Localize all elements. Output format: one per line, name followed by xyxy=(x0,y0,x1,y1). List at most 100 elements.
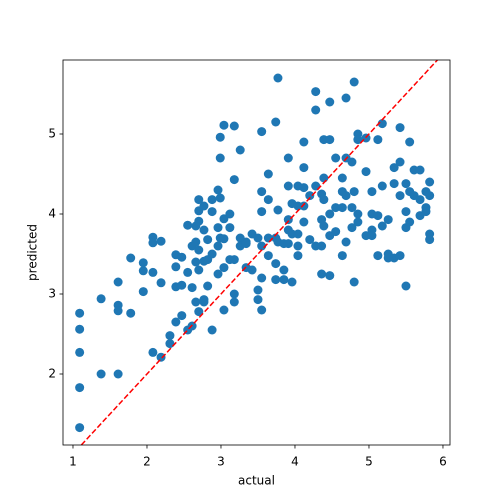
point xyxy=(156,352,166,362)
point xyxy=(337,251,347,261)
point xyxy=(279,275,289,285)
point xyxy=(75,324,85,334)
point xyxy=(373,251,383,261)
point xyxy=(405,217,415,227)
point xyxy=(156,236,166,246)
point xyxy=(207,195,217,205)
point xyxy=(271,259,281,269)
point xyxy=(319,173,329,183)
point xyxy=(325,209,335,219)
point xyxy=(299,163,309,173)
point xyxy=(213,223,223,233)
point xyxy=(421,207,431,217)
point xyxy=(325,135,335,145)
point xyxy=(337,173,347,183)
point xyxy=(401,179,411,189)
point xyxy=(199,201,209,211)
point xyxy=(96,294,106,304)
point xyxy=(257,273,267,283)
point xyxy=(331,203,341,213)
y-tick-label: 5 xyxy=(48,127,56,141)
point xyxy=(349,187,359,197)
point xyxy=(203,281,213,291)
point xyxy=(215,153,225,163)
point xyxy=(319,221,329,231)
point xyxy=(283,239,293,249)
point xyxy=(299,201,309,211)
point xyxy=(177,252,187,262)
point xyxy=(263,169,273,179)
point xyxy=(96,369,106,379)
point xyxy=(199,297,209,307)
point xyxy=(325,271,335,281)
point xyxy=(229,289,239,299)
point xyxy=(75,347,85,357)
point xyxy=(207,249,217,259)
x-tick-label: 2 xyxy=(143,455,151,469)
point xyxy=(279,265,289,275)
point xyxy=(156,278,166,288)
point xyxy=(113,277,123,287)
axes-frame xyxy=(62,59,451,446)
point xyxy=(299,183,309,193)
point xyxy=(331,227,341,237)
point xyxy=(183,220,193,230)
point xyxy=(361,167,371,177)
point xyxy=(257,241,267,251)
point xyxy=(229,175,239,185)
point xyxy=(148,267,158,277)
point xyxy=(263,195,273,205)
point xyxy=(257,187,267,197)
point xyxy=(191,237,201,247)
point xyxy=(287,277,297,287)
point xyxy=(377,119,387,129)
point xyxy=(325,97,335,107)
point xyxy=(353,135,363,145)
point xyxy=(194,216,204,226)
point xyxy=(317,241,327,251)
point xyxy=(138,258,148,268)
point xyxy=(215,132,225,142)
point xyxy=(317,269,327,279)
identity-line xyxy=(80,60,438,445)
point xyxy=(126,308,136,318)
point xyxy=(194,195,204,205)
point xyxy=(299,137,309,147)
point xyxy=(367,187,377,197)
point xyxy=(148,347,158,357)
point xyxy=(353,217,363,227)
point xyxy=(367,231,377,241)
point xyxy=(305,191,315,201)
point xyxy=(383,215,393,225)
point xyxy=(347,157,357,167)
point xyxy=(253,285,263,295)
point xyxy=(293,251,303,261)
point xyxy=(171,262,181,272)
point xyxy=(138,266,148,276)
point xyxy=(241,239,251,249)
point xyxy=(229,255,239,265)
point xyxy=(126,253,136,263)
x-tick-label: 4 xyxy=(291,455,299,469)
point xyxy=(113,306,123,316)
point xyxy=(349,77,359,87)
point xyxy=(311,87,321,97)
point xyxy=(331,153,341,163)
point xyxy=(257,207,267,217)
y-axis-label: predicted xyxy=(26,224,40,281)
point xyxy=(213,185,223,195)
point xyxy=(293,229,303,239)
point xyxy=(75,423,85,433)
point xyxy=(401,207,411,217)
point xyxy=(257,305,267,315)
point xyxy=(138,287,148,297)
point xyxy=(225,223,235,233)
point xyxy=(213,269,223,279)
point xyxy=(225,209,235,219)
point xyxy=(299,217,309,227)
point xyxy=(213,241,223,251)
x-tick-label: 3 xyxy=(217,455,225,469)
point xyxy=(373,135,383,145)
